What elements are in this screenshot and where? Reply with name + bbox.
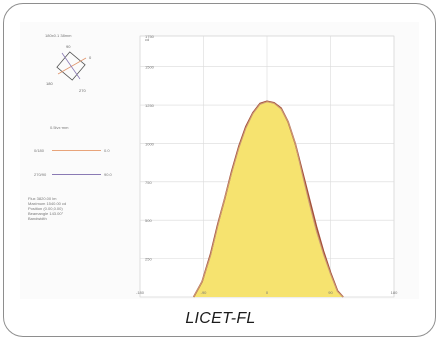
legend-line-1 [52,174,101,175]
product-caption: LICET-FL [185,310,256,327]
mode-label: 0.5lvx·mm [50,125,69,130]
info-line: Bandwidth [28,216,47,221]
info-block: Flux 3820.00 lm Maximum 1540.00 cd Posit… [28,196,66,221]
photometric-panel: 180x0.1 38mm 90 0 180 270 0.5lvx·mm 0/18… [20,22,419,299]
orientation-square [56,51,86,81]
info-line: Flux 3820.00 lm [28,196,57,201]
info-line: Maximum 1540.00 cd [28,201,67,206]
ytick-label: 250 [145,257,152,262]
xtick-label: 0 [266,290,269,295]
series-area-fill [193,101,344,297]
ytick-label: 1000 [145,141,155,146]
axis-0-180 [57,57,87,75]
diagram-label-90: 90 [66,44,71,49]
info-line: Position (0.00,0.00) [28,206,63,211]
ytick-label: 1500 [145,65,155,70]
ytick-label: 1250 [145,103,155,108]
xtick-label: -90 [201,290,208,295]
legend-line-0 [52,150,101,151]
orientation-diagram: 90 0 180 270 [46,44,92,93]
panel-header: 180x0.1 38mm [45,33,72,38]
ytick-label: 500 [145,218,152,223]
ytick-label: 750 [145,180,152,185]
series-line-1 [193,101,344,298]
legend-right-0: 0.0 [104,148,110,153]
ytick-label: cd [145,37,149,42]
xtick-label: -180 [136,290,145,295]
legend-left-1: 270/90 [34,172,47,177]
xtick-label: 90 [328,290,333,295]
legend-left-0: 0/180 [34,148,45,153]
legend-right-1: 90.0 [104,172,112,177]
info-line: Beamangle 143.00° [28,211,64,216]
ytick-label: 1750 [145,34,155,39]
xtick-label: 180 [391,290,398,295]
diagram-label-180: 180 [46,81,53,86]
diagram-label-270: 270 [79,88,86,93]
diagram-label-0: 0 [89,55,92,60]
axis-90-270 [61,52,81,80]
